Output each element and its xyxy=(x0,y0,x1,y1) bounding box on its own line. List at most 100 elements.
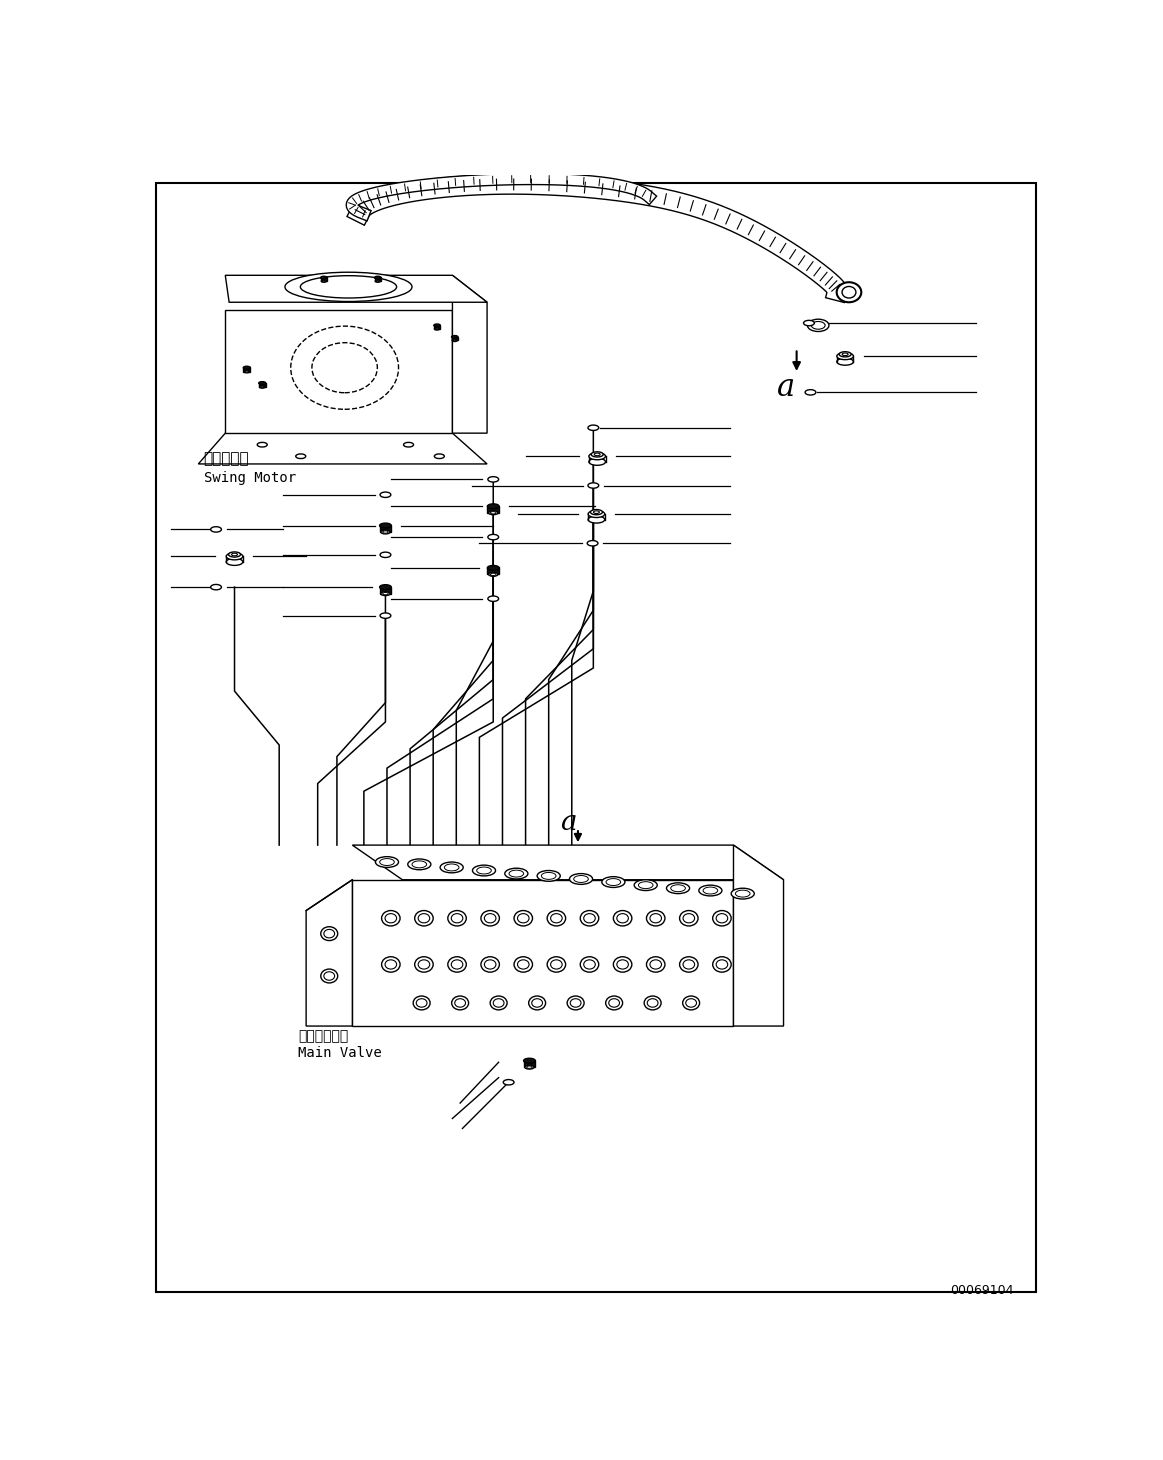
Ellipse shape xyxy=(613,911,632,926)
Ellipse shape xyxy=(550,959,562,969)
Ellipse shape xyxy=(588,425,599,431)
Bar xyxy=(379,526,391,531)
Ellipse shape xyxy=(713,911,732,926)
Ellipse shape xyxy=(573,876,588,882)
Ellipse shape xyxy=(616,959,628,969)
Ellipse shape xyxy=(606,996,622,1010)
Ellipse shape xyxy=(541,873,556,879)
Ellipse shape xyxy=(523,1058,535,1063)
Ellipse shape xyxy=(321,969,337,983)
Bar xyxy=(258,383,266,387)
Ellipse shape xyxy=(434,454,444,458)
Ellipse shape xyxy=(321,276,327,279)
Polygon shape xyxy=(734,845,784,1026)
Ellipse shape xyxy=(481,956,499,972)
Ellipse shape xyxy=(385,914,397,923)
Ellipse shape xyxy=(374,276,381,279)
Ellipse shape xyxy=(488,511,498,515)
Ellipse shape xyxy=(679,911,698,926)
Text: 旋回モータ: 旋回モータ xyxy=(204,451,249,466)
Ellipse shape xyxy=(594,453,600,456)
Ellipse shape xyxy=(837,358,854,365)
Ellipse shape xyxy=(285,272,412,301)
Ellipse shape xyxy=(434,324,441,327)
Text: メインバルブ: メインバルブ xyxy=(299,1029,349,1042)
Ellipse shape xyxy=(518,914,529,923)
Ellipse shape xyxy=(291,326,399,409)
Ellipse shape xyxy=(491,574,495,575)
Ellipse shape xyxy=(380,492,391,498)
Ellipse shape xyxy=(588,515,605,523)
Ellipse shape xyxy=(419,959,429,969)
Ellipse shape xyxy=(412,861,427,867)
Ellipse shape xyxy=(487,504,499,508)
Ellipse shape xyxy=(504,1079,514,1085)
Ellipse shape xyxy=(472,866,495,876)
Ellipse shape xyxy=(451,336,458,339)
Bar xyxy=(451,337,458,340)
Bar xyxy=(321,277,327,282)
Bar xyxy=(523,1060,535,1067)
Ellipse shape xyxy=(580,911,599,926)
Ellipse shape xyxy=(381,911,400,926)
Ellipse shape xyxy=(647,956,665,972)
Ellipse shape xyxy=(376,857,399,867)
Ellipse shape xyxy=(531,999,542,1007)
Ellipse shape xyxy=(487,596,499,602)
Ellipse shape xyxy=(713,956,732,972)
Bar xyxy=(487,568,499,574)
Ellipse shape xyxy=(380,613,391,619)
Ellipse shape xyxy=(440,861,463,873)
Ellipse shape xyxy=(448,956,466,972)
Ellipse shape xyxy=(484,959,495,969)
Ellipse shape xyxy=(716,959,728,969)
Polygon shape xyxy=(352,845,784,880)
Ellipse shape xyxy=(650,959,662,969)
Text: Main Valve: Main Valve xyxy=(299,1045,383,1060)
Ellipse shape xyxy=(601,876,625,888)
Ellipse shape xyxy=(379,858,394,866)
Ellipse shape xyxy=(588,483,599,488)
Polygon shape xyxy=(199,434,487,464)
Ellipse shape xyxy=(518,959,529,969)
Ellipse shape xyxy=(606,879,621,886)
Ellipse shape xyxy=(593,511,599,514)
Ellipse shape xyxy=(481,911,499,926)
Ellipse shape xyxy=(683,996,700,1010)
Ellipse shape xyxy=(243,366,250,369)
Ellipse shape xyxy=(487,534,499,540)
Ellipse shape xyxy=(300,276,397,298)
Ellipse shape xyxy=(588,511,605,517)
Ellipse shape xyxy=(380,552,391,558)
Ellipse shape xyxy=(525,1066,534,1069)
Ellipse shape xyxy=(514,911,533,926)
Ellipse shape xyxy=(312,343,377,393)
Ellipse shape xyxy=(807,320,829,331)
Ellipse shape xyxy=(529,996,545,1010)
Ellipse shape xyxy=(537,870,561,882)
Ellipse shape xyxy=(211,584,221,590)
Ellipse shape xyxy=(488,572,498,577)
Ellipse shape xyxy=(650,914,662,923)
Bar xyxy=(434,326,441,328)
Text: 00069104: 00069104 xyxy=(950,1283,1013,1296)
Ellipse shape xyxy=(493,999,504,1007)
Ellipse shape xyxy=(228,552,241,558)
Ellipse shape xyxy=(509,870,523,877)
Polygon shape xyxy=(352,880,734,1026)
Ellipse shape xyxy=(584,914,595,923)
Ellipse shape xyxy=(671,885,685,892)
Ellipse shape xyxy=(683,914,694,923)
Ellipse shape xyxy=(699,885,722,896)
Ellipse shape xyxy=(550,914,562,923)
Ellipse shape xyxy=(380,591,390,596)
Ellipse shape xyxy=(547,956,565,972)
Ellipse shape xyxy=(514,956,533,972)
Polygon shape xyxy=(226,276,487,302)
Ellipse shape xyxy=(591,451,604,457)
Ellipse shape xyxy=(211,527,221,531)
Ellipse shape xyxy=(477,867,491,875)
Ellipse shape xyxy=(259,385,265,388)
Ellipse shape xyxy=(448,911,466,926)
Ellipse shape xyxy=(568,996,584,1010)
